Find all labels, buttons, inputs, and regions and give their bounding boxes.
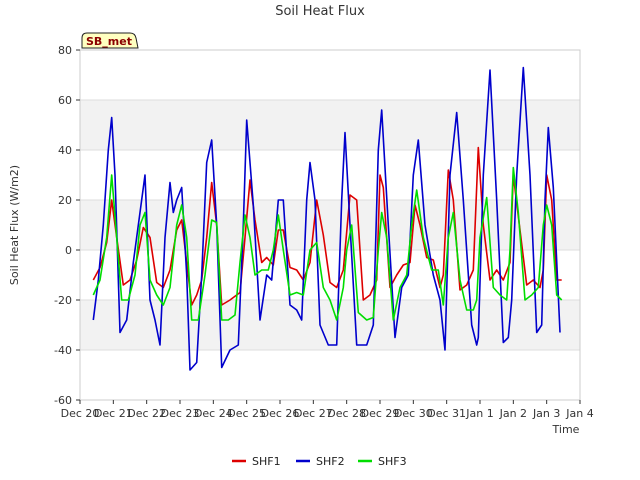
station-badge-label: SB_met [86,35,132,48]
y-tick-label: -60 [54,394,72,407]
x-tick-label: Dec 21 [94,407,133,420]
x-tick-label: Jan 1 [465,407,493,420]
y-tick-label: 80 [58,44,72,57]
y-axis-ticks: -60 -40 -20 0 20 40 60 80 [54,44,80,407]
x-tick-label: Dec 30 [394,407,433,420]
y-tick-label: -40 [54,344,72,357]
legend-item-shf1: SHF1 [232,455,281,468]
series-line-shf2 [92,66,561,371]
x-tick-label: Dec 20 [61,407,100,420]
y-tick-label: -20 [54,294,72,307]
y-tick-label: 60 [58,94,72,107]
series-group [92,66,563,371]
y-axis-label: Soil Heat Flux (W/m2) [8,165,21,285]
x-tick-label: Dec 24 [194,407,233,420]
x-tick-label: Dec 26 [261,407,300,420]
x-tick-label: Dec 28 [327,407,366,420]
station-badge: SB_met [81,32,139,49]
x-tick-label: Dec 25 [227,407,266,420]
band-0 [80,300,580,350]
x-tick-label: Jan 4 [565,407,593,420]
legend-label: SHF2 [316,455,345,468]
x-tick-label: Jan 2 [499,407,527,420]
y-tick-label: 40 [58,144,72,157]
plot-frame [79,49,581,401]
series-line-shf3 [92,166,563,321]
legend-item-shf3: SHF3 [358,455,407,468]
y-tick-label: 20 [58,194,72,207]
legend-label: SHF3 [378,455,407,468]
x-axis-label: Time [552,423,580,436]
y-tick-label: 0 [65,244,72,257]
x-tick-label: Dec 27 [294,407,333,420]
background-bands [80,100,580,350]
legend-label: SHF1 [252,455,281,468]
legend: SHF1 SHF2 SHF3 [232,455,407,468]
band-1 [80,200,580,250]
legend-item-shf2: SHF2 [296,455,345,468]
x-tick-label: Dec 22 [127,407,166,420]
x-tick-label: Jan 3 [532,407,560,420]
chart-title: Soil Heat Flux [275,4,365,19]
series-line-shf1 [92,146,562,306]
x-tick-label: Dec 31 [427,407,466,420]
x-tick-label: Dec 23 [161,407,200,420]
x-tick-label: Dec 29 [361,407,400,420]
band-2 [80,100,580,150]
